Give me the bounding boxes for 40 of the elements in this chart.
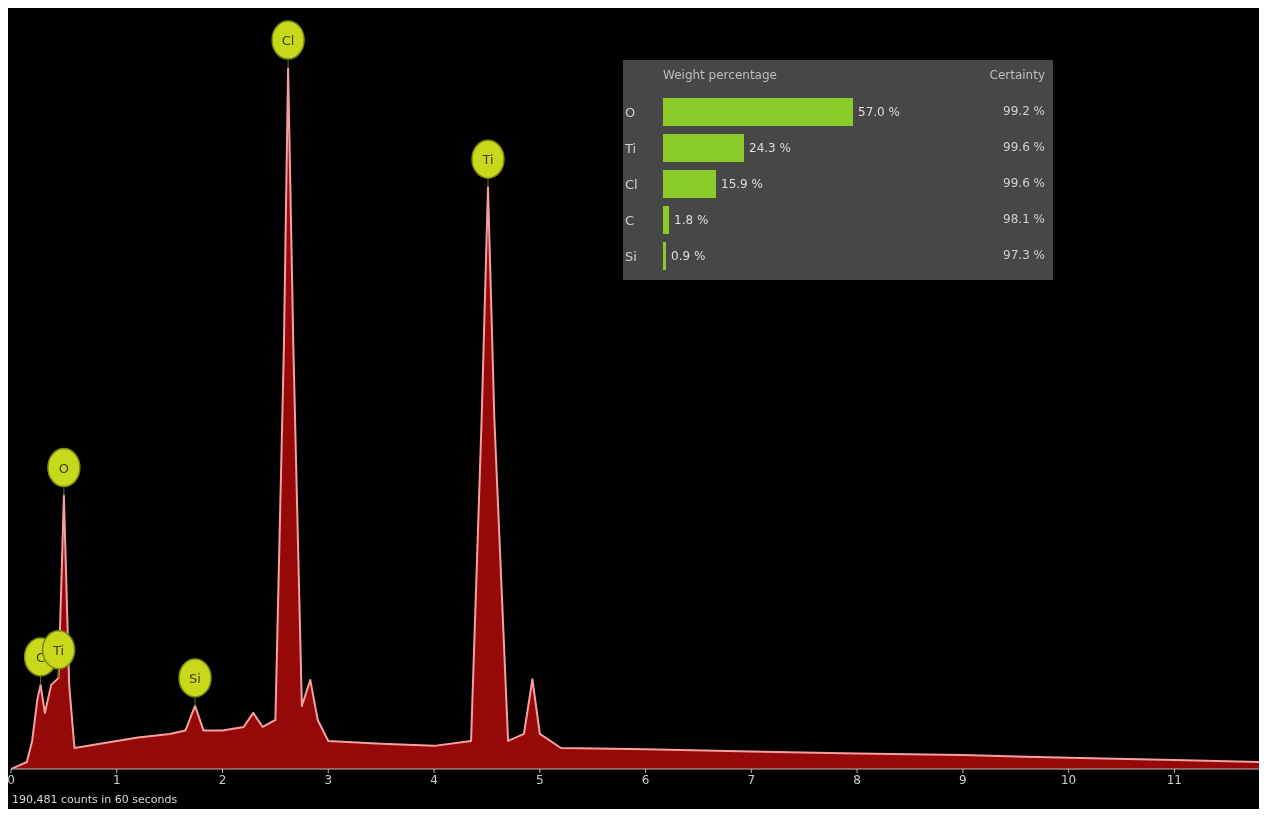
data-label: 57.0 % — [858, 105, 900, 120]
x-tick-label: 3 — [324, 772, 333, 787]
x-tick-label: 10 — [1060, 772, 1077, 787]
bar — [663, 170, 716, 198]
annotation: 99.6 % — [1003, 176, 1045, 190]
y-tick-label: Ti — [624, 140, 637, 156]
chart-title: Weight percentage — [663, 68, 777, 82]
annotation: Certainty — [989, 68, 1045, 82]
bar — [663, 98, 853, 126]
y-tick-label: C — [625, 212, 635, 228]
bar — [663, 242, 666, 270]
x-tick-label: 11 — [1166, 772, 1183, 787]
annotation: Ti — [52, 642, 65, 658]
bar — [663, 206, 669, 234]
text: 190,481 counts in 60 seconds — [12, 793, 178, 806]
x-tick-label: 1 — [112, 772, 121, 787]
annotation: 99.2 % — [1003, 104, 1045, 118]
x-tick-label: 0 — [7, 772, 15, 787]
data-label: 15.9 % — [721, 177, 763, 192]
x-tick-label: 6 — [641, 772, 650, 787]
annotation: 99.6 % — [1003, 140, 1045, 154]
annotation: O — [58, 460, 69, 476]
annotation: Cl — [281, 33, 295, 48]
x-tick-label: 9 — [959, 772, 967, 787]
annotation: Ti — [481, 152, 494, 168]
y-tick-label: Si — [625, 248, 637, 264]
data-label: 0.9 % — [671, 249, 706, 264]
data-label: 1.8 % — [674, 213, 709, 228]
bar — [663, 134, 744, 162]
data-label: 24.3 % — [749, 141, 791, 156]
x-tick-label: 2 — [218, 772, 227, 787]
x-tick-label: 4 — [430, 772, 438, 787]
y-tick-label: O — [625, 104, 636, 120]
x-tick-label: 8 — [853, 772, 861, 787]
x-tick-label: 5 — [535, 772, 544, 787]
x-tick-label: 7 — [747, 772, 756, 787]
annotation: 98.1 % — [1003, 212, 1045, 226]
annotation: 97.3 % — [1003, 248, 1045, 262]
annotation: Si — [189, 670, 201, 686]
y-tick-label: Cl — [625, 176, 638, 192]
